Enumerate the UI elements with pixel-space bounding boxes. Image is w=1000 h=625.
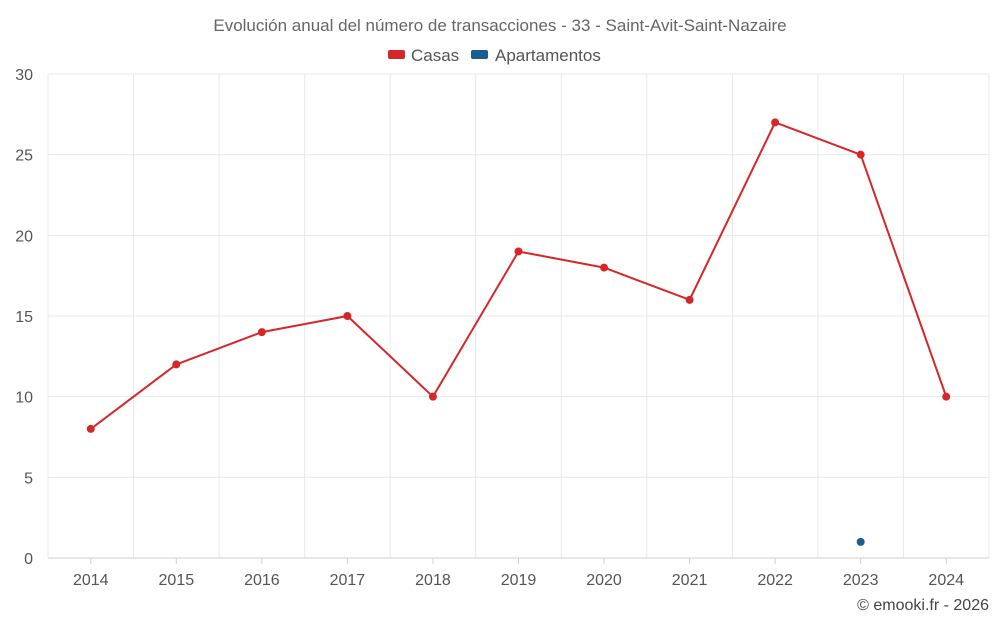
x-tick-label: 2017: [330, 572, 366, 589]
data-point-casas: [343, 312, 352, 320]
data-point-casas: [771, 118, 780, 127]
y-tick-label: 0: [24, 551, 33, 568]
grid-layer: [47, 73, 990, 558]
legend-item-apartamentos[interactable]: Apartamentos: [471, 46, 601, 65]
x-tick-label: 2015: [159, 572, 195, 589]
x-tick-label: 2019: [501, 572, 537, 589]
data-point-casas: [428, 392, 437, 401]
x-tick-label: 2020: [586, 572, 622, 589]
data-point-casas: [685, 295, 694, 304]
data-point-casas: [600, 263, 609, 272]
data-point-casas: [257, 328, 266, 337]
x-tick-label: 2022: [757, 572, 793, 589]
y-tick-label: 10: [15, 390, 33, 407]
x-tick-label: 2018: [415, 572, 451, 589]
data-point-casas: [514, 247, 523, 256]
y-tick-label: 15: [15, 309, 33, 326]
legend-label-apartamentos: Apartamentos: [495, 46, 601, 65]
legend-label-casas: Casas: [411, 46, 459, 65]
y-tick-label: 25: [15, 148, 33, 165]
y-tick-label: 5: [24, 470, 33, 487]
x-tick-label: 2021: [672, 572, 708, 589]
x-tick-label: 2014: [73, 572, 109, 589]
axis-layer: 0 5 10 15 20 25 30 2014 2015 2016 2017 2018 2019 2020…: [15, 67, 989, 589]
legend-swatch-apartamentos: [471, 50, 488, 59]
y-tick-label: 30: [15, 67, 33, 84]
credit-text: © emooki.fr - 2026: [857, 597, 989, 614]
x-tick-label: 2016: [244, 572, 280, 589]
y-tick-label: 20: [15, 228, 33, 245]
data-point-apartamentos: [856, 537, 865, 546]
data-point-casas: [86, 424, 95, 433]
x-tick-label: 2024: [928, 572, 964, 589]
x-tick-label: 2023: [843, 572, 879, 589]
chart-title: Evolución anual del número de transaccio…: [213, 16, 786, 35]
data-point-casas: [172, 360, 181, 369]
data-point-casas: [856, 150, 865, 159]
series-layer: [86, 118, 951, 546]
data-point-casas: [942, 392, 951, 401]
legend: Casas Apartamentos: [388, 46, 601, 65]
legend-item-casas[interactable]: Casas: [388, 46, 459, 65]
legend-swatch-casas: [388, 50, 405, 59]
